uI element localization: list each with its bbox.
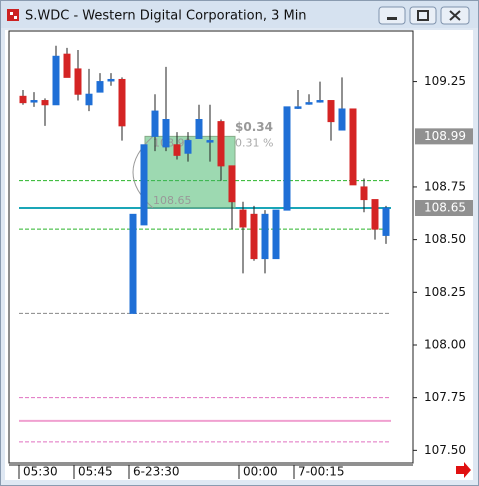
- candle-body: [371, 199, 379, 230]
- price-label-box: [415, 128, 473, 145]
- minimize-button[interactable]: [378, 6, 406, 25]
- candle-body: [85, 93, 93, 106]
- candle-body: [316, 100, 324, 103]
- candle-body: [96, 81, 104, 93]
- x-tick-label: 05:30: [23, 465, 58, 479]
- maximize-icon: [417, 10, 429, 21]
- y-tick-label: 109.25: [424, 74, 466, 88]
- price-label: 108.99: [424, 129, 466, 143]
- scroll-arrow[interactable]: [456, 462, 471, 478]
- app-icon: [10, 12, 13, 15]
- candle-body: [250, 213, 258, 260]
- measure-percent: 0.31 %: [235, 136, 273, 149]
- candle-body: [41, 100, 49, 106]
- candle-body: [63, 53, 71, 78]
- x-tick-label: 6-23:30: [133, 465, 180, 479]
- candle-body: [140, 144, 148, 226]
- window-buttons[interactable]: [378, 6, 470, 25]
- candle-body: [305, 102, 313, 105]
- maximize-button[interactable]: [409, 6, 437, 25]
- y-tick-label: 108.75: [424, 179, 466, 193]
- x-tick-label: 7-00:15: [298, 465, 345, 479]
- window-title: S.WDC - Western Digital Corporation, 3 M…: [25, 9, 307, 24]
- candle-body: [74, 68, 82, 95]
- x-tick-label: 05:45: [78, 465, 113, 479]
- plot-area: [8, 30, 414, 464]
- candle-body: [327, 100, 335, 123]
- candle-body: [382, 207, 390, 236]
- candle-body: [173, 144, 181, 156]
- candle-body: [129, 213, 137, 314]
- candle-body: [52, 55, 60, 106]
- candle-body: [19, 95, 27, 104]
- minimize-icon: [387, 17, 397, 20]
- price-label: 108.65: [424, 201, 466, 215]
- candle-body: [338, 108, 346, 131]
- measure-label: 108.65: [153, 194, 192, 207]
- candle-body: [206, 140, 214, 143]
- candle-body: [283, 106, 291, 211]
- candle-body: [118, 78, 126, 127]
- x-tick-label: 00:00: [243, 465, 278, 479]
- candle-body: [294, 106, 302, 109]
- candle-body: [30, 100, 38, 103]
- candle-body: [217, 121, 225, 167]
- candle-body: [228, 165, 236, 203]
- candle-body: [360, 186, 368, 201]
- y-tick-label: 107.75: [424, 390, 466, 404]
- y-tick-label: 107.50: [424, 443, 466, 457]
- y-tick-label: 108.50: [424, 232, 466, 246]
- candle-body: [162, 119, 170, 148]
- candle-body: [239, 209, 247, 228]
- candle-body: [349, 108, 357, 186]
- candle-body: [184, 140, 192, 154]
- app-icon: [14, 16, 17, 19]
- price-label-box: [415, 200, 473, 217]
- candle-body: [107, 78, 115, 82]
- candle-body: [151, 110, 159, 137]
- candle-body: [261, 213, 269, 260]
- close-icon: [449, 10, 461, 21]
- y-tick-label: 108.00: [424, 337, 466, 351]
- candle-body: [272, 209, 280, 260]
- y-tick-label: 108.25: [424, 285, 466, 299]
- measure-change: $0.34: [235, 120, 273, 134]
- candle-body: [195, 119, 203, 139]
